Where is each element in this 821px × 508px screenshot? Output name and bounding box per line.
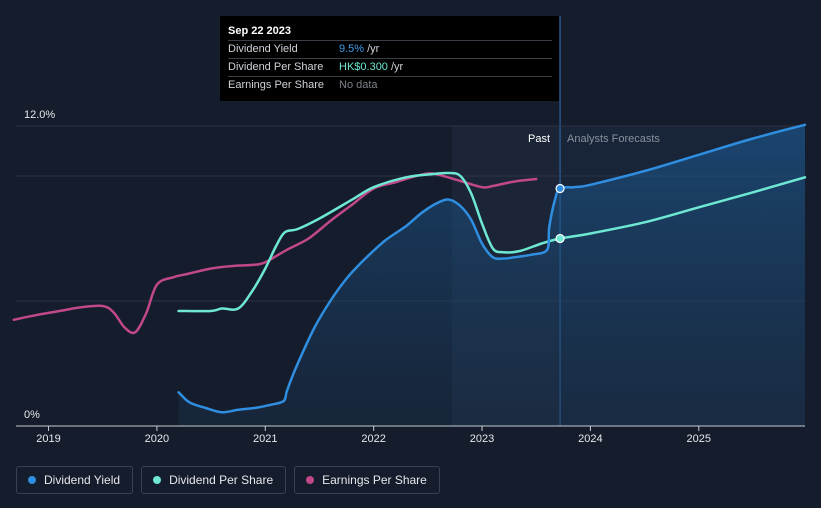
tooltip-row-earnings-per-share: Earnings Per Share No data: [228, 76, 552, 94]
tooltip-date: Sep 22 2023: [228, 25, 291, 37]
x-tick-label: 2019: [36, 433, 60, 445]
earnings-per-share-dot-icon: [306, 476, 315, 484]
y-axis-min-label: 0%: [24, 409, 40, 421]
legend-label: Dividend Yield: [44, 473, 121, 487]
x-tick-label: 2024: [578, 433, 602, 445]
tooltip-label: Dividend Per Share: [228, 61, 324, 73]
legend-label: Earnings Per Share: [322, 473, 427, 487]
earnings-per-share-line: [12, 172, 538, 335]
tooltip-row-dividend-yield: Dividend Yield 9.5% /yr: [228, 40, 552, 58]
legend-item-earnings-per-share[interactable]: Earnings Per Share: [294, 466, 440, 494]
tooltip-value: No data: [339, 79, 378, 91]
legend-label: Dividend Per Share: [169, 473, 274, 487]
tooltip-unit: /yr: [390, 61, 404, 73]
dividend-yield-marker: [555, 183, 565, 194]
tooltip-unit: /yr: [367, 43, 380, 55]
forecast-label: Analysts Forecasts: [567, 133, 660, 145]
tooltip-label: Earnings Per Share: [228, 79, 324, 91]
dividend-yield-dot-icon: [28, 476, 36, 484]
legend: Dividend Yield Dividend Per Share Earnin…: [16, 466, 440, 494]
dividend-per-share-marker: [555, 233, 565, 244]
x-tick-label: 2020: [145, 433, 169, 445]
tooltip-value: 9.5%: [339, 43, 365, 55]
x-tick-label: 2025: [687, 433, 711, 445]
x-tick-label: 2022: [361, 433, 385, 445]
tooltip: Sep 22 2023 Dividend Yield 9.5% /yr Divi…: [220, 16, 559, 101]
legend-item-dividend-per-share[interactable]: Dividend Per Share: [141, 466, 287, 494]
y-axis-max-label: 12.0%: [24, 109, 55, 121]
x-tick-label: 2021: [253, 433, 277, 445]
x-tick-label: 2023: [470, 433, 494, 445]
tooltip-row-dividend-per-share: Dividend Per Share HK$0.300 /yr: [228, 58, 552, 76]
legend-item-dividend-yield[interactable]: Dividend Yield: [16, 466, 134, 494]
dividend-per-share-dot-icon: [153, 476, 162, 484]
tooltip-label: Dividend Yield: [228, 43, 298, 55]
dividend-yield-area: [178, 124, 806, 427]
tooltip-value: HK$0.300: [339, 61, 388, 73]
dividend-per-share-line: [177, 171, 807, 313]
past-label: Past: [528, 133, 550, 145]
